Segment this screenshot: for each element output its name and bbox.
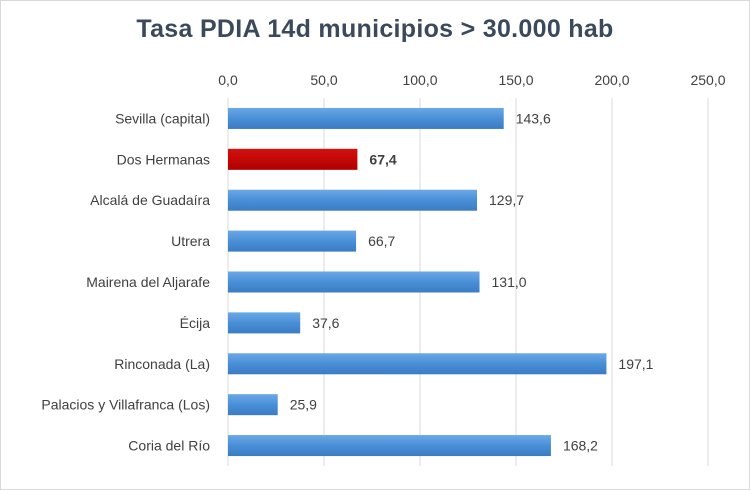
bar xyxy=(228,230,357,252)
category-label: Palacios y Villafranca (Los) xyxy=(41,397,210,413)
data-label: 66,7 xyxy=(368,233,395,249)
data-label: 25,9 xyxy=(290,397,317,413)
data-labels: 143,6 67,4 129,7 66,7 131,0 37,6 197,1 25,9 168,… xyxy=(290,110,654,453)
bar xyxy=(228,107,504,129)
bar xyxy=(228,189,478,211)
category-labels: Sevilla (capital) Dos Hermanas Alcalá de G… xyxy=(41,110,210,453)
bar xyxy=(228,394,278,416)
category-label: Dos Hermanas xyxy=(117,151,210,167)
x-tick-label: 150,0 xyxy=(498,72,533,88)
data-label: 143,6 xyxy=(516,110,551,126)
category-label: Mairena del Aljarafe xyxy=(86,274,210,290)
data-label: 197,1 xyxy=(618,356,653,372)
bars xyxy=(228,107,607,457)
category-label: Coria del Río xyxy=(128,438,210,454)
bar xyxy=(228,312,301,334)
bar xyxy=(228,271,480,293)
data-label: 67,4 xyxy=(369,151,396,167)
bar xyxy=(228,435,551,457)
category-label: Écija xyxy=(180,315,211,331)
x-tick-label: 200,0 xyxy=(594,72,629,88)
data-label: 37,6 xyxy=(312,315,339,331)
bar-highlight xyxy=(228,148,358,170)
bar xyxy=(228,353,607,375)
x-tick-label: 100,0 xyxy=(402,72,437,88)
category-label: Alcalá de Guadaíra xyxy=(90,192,210,208)
category-label: Rinconada (La) xyxy=(114,356,210,372)
chart-title: Tasa PDIA 14d municipios > 30.000 hab xyxy=(136,15,614,43)
category-label: Utrera xyxy=(171,233,210,249)
data-label: 168,2 xyxy=(563,438,598,454)
x-axis-ticks: 0,0 50,0 100,0 150,0 200,0 250,0 xyxy=(218,72,725,88)
x-tick-label: 50,0 xyxy=(310,72,337,88)
x-tick-label: 0,0 xyxy=(218,72,238,88)
category-label: Sevilla (capital) xyxy=(115,110,210,126)
x-tick-label: 250,0 xyxy=(690,72,725,88)
data-label: 131,0 xyxy=(492,274,527,290)
data-label: 129,7 xyxy=(489,192,524,208)
